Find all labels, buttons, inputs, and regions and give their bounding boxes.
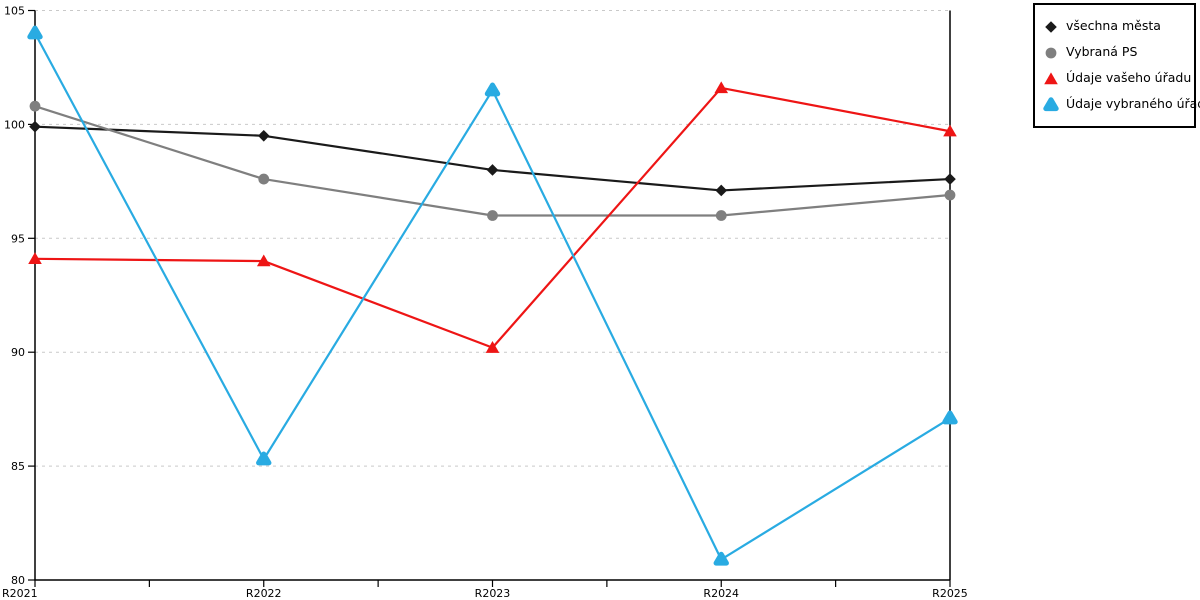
data-point-marker: [256, 254, 271, 267]
legend-item-selected-ps: Vybraná PS: [1043, 45, 1190, 60]
triangle-marker-icon: [1044, 72, 1058, 85]
x-tick-label: R2025: [932, 587, 968, 600]
data-point-marker: [28, 252, 42, 265]
y-tick-label: 105: [4, 5, 25, 18]
data-point-marker: [256, 451, 272, 466]
data-point-marker: [943, 124, 957, 137]
legend-item-all-cities: všechna města: [1043, 19, 1190, 34]
data-point-marker: [27, 25, 43, 40]
data-point-marker: [485, 341, 500, 353]
data-point-marker: [944, 189, 956, 201]
legend-label: Údaje vybraného úřadu: [1066, 96, 1200, 112]
data-point-marker: [257, 129, 270, 142]
x-tick-label: R2023: [475, 587, 511, 600]
data-point-marker: [484, 82, 501, 97]
y-tick-label: 85: [11, 460, 25, 473]
y-tick-label: 100: [4, 118, 25, 131]
legend-label: Vybraná PS: [1066, 44, 1138, 60]
y-tick-label: 95: [11, 232, 25, 245]
diamond-marker-icon: [1045, 21, 1057, 33]
y-tick-label: 90: [11, 346, 25, 359]
legend-label: všechna města: [1066, 18, 1161, 34]
data-point-marker: [713, 551, 729, 566]
legend-item-your-office: Údaje vašeho úřadu: [1043, 70, 1192, 86]
data-point-marker: [29, 100, 41, 112]
triangle-rounded-marker-icon: [1043, 97, 1059, 112]
circle-marker-icon: [1045, 47, 1057, 59]
data-point-marker: [715, 210, 727, 221]
data-point-marker: [258, 173, 270, 185]
x-tick-label: R2021: [2, 587, 38, 600]
legend: všechna města Vybraná PS Údaje vašeho úř…: [1033, 3, 1200, 128]
y-tick-label: 80: [11, 574, 25, 587]
data-point-marker: [715, 184, 728, 197]
legend-label: Údaje vašeho úřadu: [1066, 70, 1192, 86]
data-point-marker: [942, 410, 958, 425]
data-point-marker: [486, 164, 499, 176]
x-tick-label: R2022: [246, 587, 282, 600]
x-tick-label: R2024: [703, 587, 739, 600]
data-point-marker: [29, 120, 41, 133]
data-point-marker: [714, 81, 729, 94]
data-point-marker: [944, 173, 956, 185]
data-point-marker: [487, 210, 498, 221]
legend-item-chosen-office: Údaje vybraného úřadu: [1043, 97, 1200, 112]
